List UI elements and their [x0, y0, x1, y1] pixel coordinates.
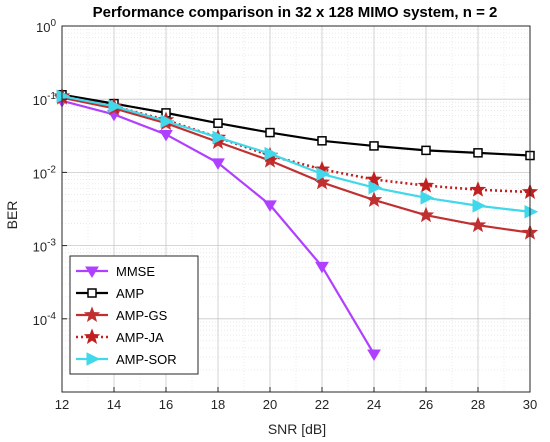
series-layer	[53, 87, 539, 362]
data-point	[367, 349, 381, 362]
x-tick-label: 18	[211, 397, 225, 412]
data-point	[317, 136, 327, 146]
legend-label: AMP-JA	[116, 330, 164, 345]
data-point	[469, 216, 487, 233]
series-line	[61, 96, 531, 234]
data-point	[265, 127, 275, 138]
data-point	[160, 114, 175, 129]
plot-frame	[61, 25, 531, 393]
legend-label: AMP-SOR	[116, 352, 177, 367]
x-tick-label: 26	[419, 397, 433, 412]
legend-entry: AMP	[76, 286, 144, 301]
y-tick-label: 10-1	[33, 91, 57, 108]
legend-marker	[85, 266, 99, 278]
data-point	[264, 146, 279, 161]
x-tick-label: 28	[471, 397, 485, 412]
data-point	[420, 190, 435, 205]
series-line	[61, 94, 531, 194]
y-tick-label: 100	[36, 18, 56, 35]
data-point	[365, 191, 383, 207]
x-axis: 12 14 16 18 20 22 24 26 28 30	[55, 387, 537, 412]
series-line	[61, 93, 531, 157]
data-point	[315, 261, 329, 274]
y-tick-label: 10-3	[33, 238, 57, 255]
x-tick-label: 22	[315, 397, 329, 412]
x-axis-label: SNR [dB]	[268, 421, 326, 437]
legend-label: MMSE	[116, 264, 155, 279]
legend-entry: AMP-GS	[76, 306, 168, 323]
x-tick-label: 20	[263, 397, 277, 412]
x-tick-label: 24	[367, 397, 381, 412]
legend-entry: AMP-SOR	[76, 352, 177, 367]
x-tick-label: 12	[55, 397, 69, 412]
data-point	[365, 170, 383, 187]
data-point	[421, 145, 431, 156]
legend-label: AMP	[116, 286, 144, 301]
series-amp-sor	[56, 89, 539, 219]
y-axis: 100 10-1 10-2 10-3 10-4	[33, 18, 67, 328]
data-point	[368, 180, 383, 195]
data-point	[524, 204, 539, 219]
legend-label: AMP-GS	[116, 308, 168, 323]
y-axis-label: BER	[4, 201, 20, 230]
data-point	[159, 129, 173, 142]
legend-entry: AMP-JA	[76, 328, 164, 345]
legend-marker	[86, 352, 101, 366]
data-point	[212, 130, 227, 145]
chart-title: Performance comparison in 32 x 128 MIMO …	[93, 4, 498, 21]
data-point	[469, 181, 487, 197]
legend-marker	[83, 328, 101, 344]
data-point	[211, 158, 225, 170]
y-tick-label: 10-4	[33, 311, 57, 328]
legend-marker	[83, 306, 101, 322]
data-point	[108, 99, 123, 114]
data-point	[213, 118, 223, 128]
data-point	[369, 141, 379, 151]
legend: MMSE AMP AMP-GS AMP-JA AMP-SOR	[69, 255, 199, 375]
data-point	[472, 198, 487, 213]
data-point	[316, 167, 331, 181]
data-point	[417, 176, 435, 193]
x-tick-label: 30	[523, 397, 537, 412]
data-point	[473, 148, 483, 158]
x-tick-label: 16	[159, 397, 173, 412]
data-point	[417, 206, 435, 223]
legend-marker	[87, 288, 97, 298]
x-tick-label: 14	[107, 397, 121, 412]
series-line	[61, 95, 531, 213]
y-tick-label: 10-2	[33, 164, 57, 181]
legend-entry: MMSE	[76, 264, 155, 279]
data-point	[263, 200, 277, 212]
